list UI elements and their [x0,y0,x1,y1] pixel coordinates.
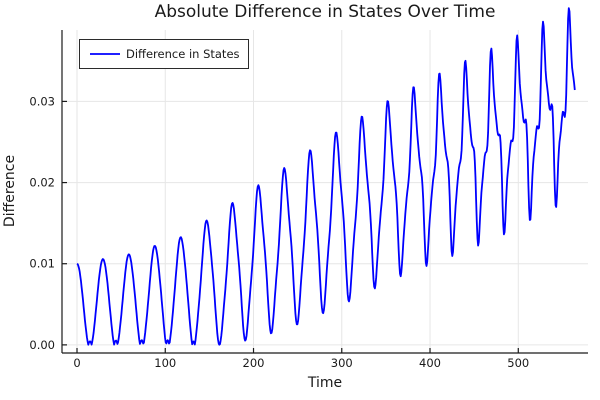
x-tick-label: 300 [331,356,353,370]
legend-label: Difference in States [126,47,240,61]
x-tick-label: 100 [154,356,176,370]
axes [61,30,588,354]
x-tick-label: 0 [73,356,80,370]
x-tick-label: 200 [243,356,265,370]
y-axis-label: Difference [2,155,18,227]
x-tick-label: 400 [419,356,441,370]
y-tick-label: 0.01 [29,257,55,271]
series-layer [76,7,576,346]
x-axis-label: Time [307,375,342,391]
x-tick-label: 500 [507,356,529,370]
y-tick-label: 0.00 [29,338,55,352]
y-tick-label: 0.03 [29,94,55,108]
grid-lines [62,30,588,353]
chart-title: Absolute Difference in States Over Time [155,2,496,22]
y-tick-label: 0.02 [29,176,55,190]
legend: Difference in States [79,39,249,69]
tick-marks-and-labels: 0 100 200 300 400 500 0.00 0.01 0.02 0.03 [29,94,529,370]
difference-series-line [76,7,576,346]
